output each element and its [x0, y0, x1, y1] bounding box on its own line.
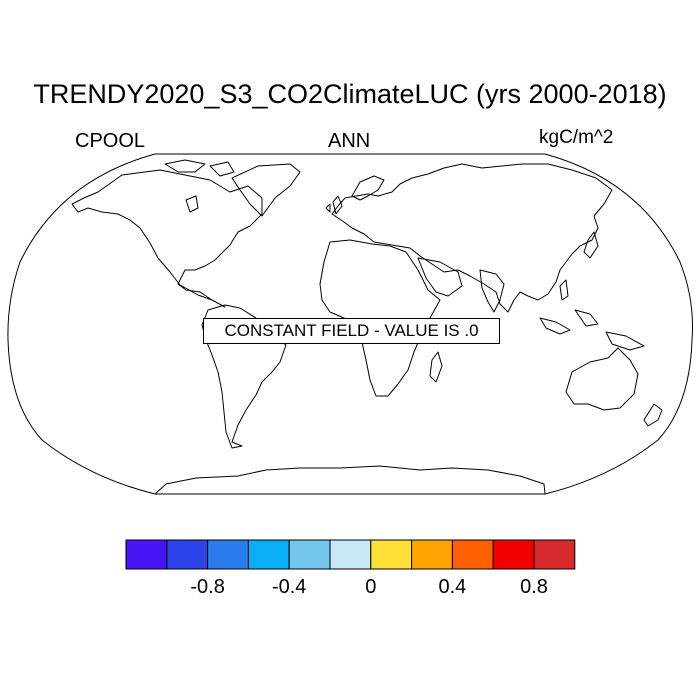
arctic-islands-coast — [164, 159, 235, 213]
arabia-coast — [417, 257, 463, 297]
colorbar-box-0 — [125, 539, 168, 570]
north-america-coast — [71, 169, 263, 308]
colorbar-tick-label: -0.4 — [271, 576, 307, 598]
colorbar-box-7 — [411, 539, 453, 570]
variable-label: CPOOL — [75, 130, 146, 152]
units-label: kgC/m^2 — [539, 127, 614, 148]
madagascar-coast — [429, 351, 443, 383]
colorbar-tick-label: 0.8 — [520, 576, 548, 598]
se-asia-islands-coast — [539, 279, 645, 351]
greenland-coast — [231, 163, 301, 217]
colorbar-box-3 — [247, 539, 290, 570]
africa-coast — [319, 239, 441, 397]
plot-title: TRENDY2020_S3_CO2ClimateLUC (yrs 2000-20… — [33, 79, 667, 109]
colorbar-tick-label: 0 — [365, 576, 377, 598]
antarctica-coast — [154, 465, 546, 495]
colorbar-box-6 — [370, 539, 413, 570]
australia-coast — [565, 347, 639, 411]
colorbar-box-10 — [533, 539, 576, 570]
constant-field-annotation: CONSTANT FIELD - VALUE IS .0 — [203, 318, 500, 344]
india-coast — [479, 269, 505, 313]
new-zealand-coast — [643, 403, 663, 427]
colorbar-box-8 — [451, 539, 494, 570]
colorbar-tick-label: 0.4 — [438, 576, 467, 598]
japan-coast — [583, 231, 599, 259]
colorbar-tick-label: -0.8 — [190, 576, 225, 598]
colorbar-box-5 — [329, 539, 372, 570]
colorbar-box-2 — [207, 539, 249, 570]
british-isles-coast — [325, 195, 343, 215]
eurasia-coast — [331, 163, 613, 313]
colorbar-box-4 — [288, 539, 331, 570]
season-label: ANN — [328, 130, 371, 152]
colorbar-box-1 — [166, 539, 209, 570]
colorbar-box-9 — [492, 539, 535, 570]
scandinavia-coast — [351, 175, 385, 201]
